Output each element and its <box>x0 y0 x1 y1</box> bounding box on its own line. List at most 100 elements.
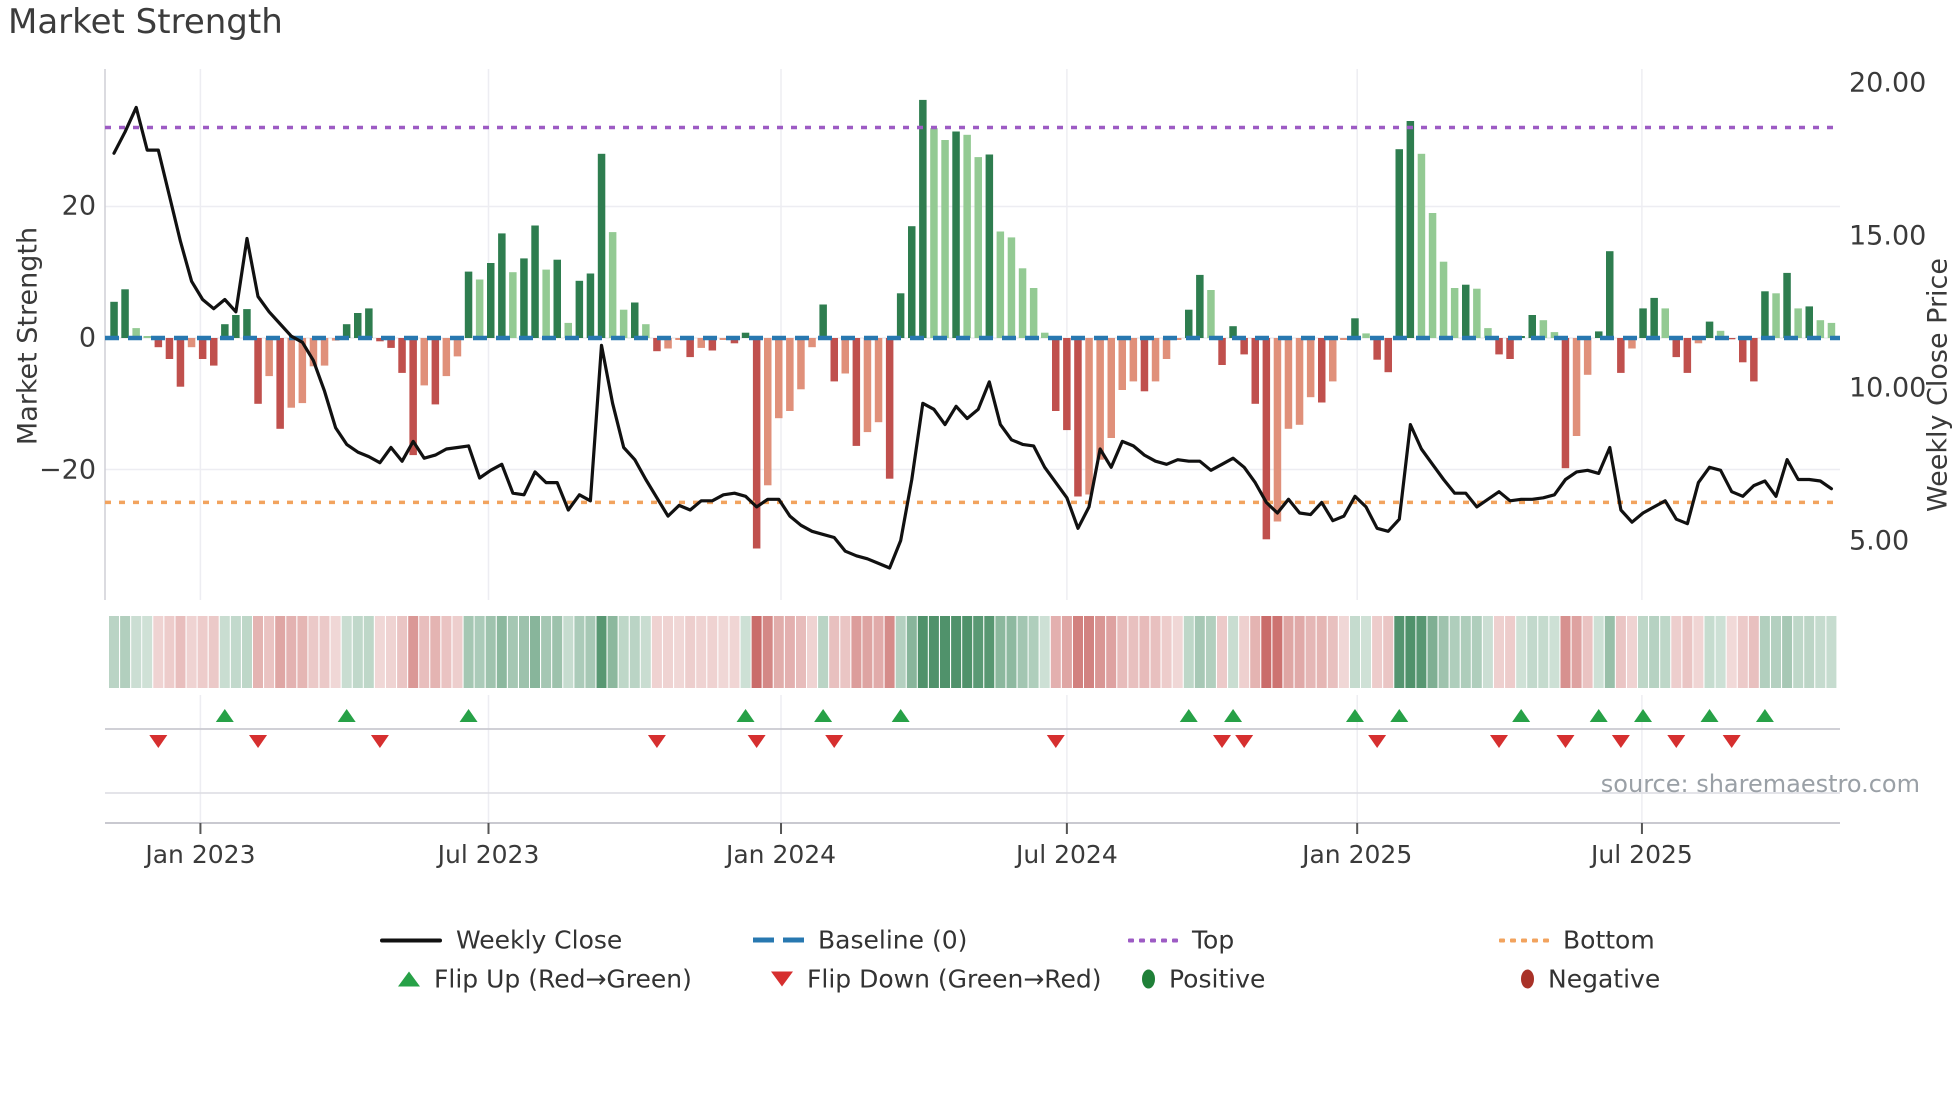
heatmap-cell <box>208 616 219 688</box>
heatmap-cell <box>1826 616 1837 688</box>
strength-bar <box>1218 338 1226 365</box>
strength-bar <box>664 338 672 349</box>
flip-up-marker <box>1224 709 1243 722</box>
heatmap-cell <box>264 616 275 688</box>
heatmap-cell <box>973 616 984 688</box>
strength-bar <box>963 134 971 338</box>
heatmap-cell <box>1361 616 1371 688</box>
heatmap-cell <box>674 616 685 688</box>
x-tick-label: Jan 2025 <box>1302 840 1413 869</box>
heatmap-cell <box>330 616 341 688</box>
flip-up-marker <box>1345 709 1364 722</box>
heatmap-cell <box>286 616 297 688</box>
strength-bar <box>254 338 262 404</box>
strength-bar <box>1761 291 1769 338</box>
heatmap-cell <box>275 616 286 688</box>
heatmap-cell <box>1050 616 1061 688</box>
flip-up-marker <box>1755 709 1774 722</box>
strength-bar <box>1384 338 1392 373</box>
heatmap-cell <box>917 616 928 688</box>
heatmap-cell <box>1427 616 1438 688</box>
legend-label-bottom: Bottom <box>1563 925 1655 955</box>
strength-bar <box>1362 333 1370 338</box>
strength-bar <box>719 338 728 340</box>
heatmap-cell <box>1172 616 1183 688</box>
heatmap-cell <box>386 616 396 688</box>
x-tick-label: Jul 2024 <box>1016 840 1118 869</box>
strength-bar <box>686 338 694 358</box>
strength-bar <box>885 338 894 479</box>
flip-down-triangle-icon <box>771 971 793 987</box>
heatmap-cell <box>463 616 474 688</box>
flip-down-marker <box>1667 735 1686 748</box>
heatmap-cell <box>142 616 153 688</box>
strength-bar <box>1417 153 1426 338</box>
strength-bar <box>1007 237 1016 338</box>
flip-up-marker <box>337 709 356 722</box>
heatmap-cell <box>1217 616 1227 688</box>
heatmap-cell <box>1405 616 1416 688</box>
strength-bar <box>896 293 905 338</box>
heatmap-cell <box>541 616 552 688</box>
heatmap-cell <box>519 616 529 688</box>
heatmap-cell <box>1128 616 1139 688</box>
strength-bar <box>1173 338 1182 340</box>
heatmap-cell <box>1316 616 1327 688</box>
strength-bar <box>1450 288 1459 338</box>
strength-bar <box>642 324 650 338</box>
heatmap-cell <box>1759 616 1770 688</box>
strength-bar <box>1251 338 1259 404</box>
weekly-close-line <box>112 105 1833 570</box>
heatmap-cell <box>762 616 773 688</box>
x-tick-label: Jul 2025 <box>1591 840 1693 869</box>
strength-bar <box>752 338 761 549</box>
strength-bar <box>1783 272 1791 338</box>
heatmap-cell <box>1338 616 1349 688</box>
heatmap-cell <box>751 616 762 688</box>
strength-bar <box>985 154 994 338</box>
legend-item-negative: Negative <box>1521 965 1660 994</box>
strength-bar <box>1185 309 1193 338</box>
legend-item-top: Top <box>1128 926 1234 955</box>
strength-bar <box>365 308 373 338</box>
heatmap-cell <box>1139 616 1150 688</box>
strength-bar <box>320 338 329 366</box>
heatmap-cell <box>718 616 729 688</box>
strength-bar <box>132 328 140 338</box>
strength-bar <box>1196 274 1204 338</box>
top-dotted-icon <box>1128 938 1178 942</box>
strength-bar <box>1284 338 1293 429</box>
heatmap-cell <box>1039 616 1050 688</box>
heatmap-cell <box>109 616 119 688</box>
strength-bar <box>741 332 750 338</box>
strength-bar <box>797 338 805 390</box>
heatmap-cell <box>862 616 873 688</box>
heatmap-cell <box>1471 616 1482 688</box>
right-axis-label: Weekly Close Price <box>1922 257 1954 513</box>
heatmap-cell <box>352 616 363 688</box>
strength-bar <box>1295 338 1304 425</box>
flip-up-marker <box>1512 709 1531 722</box>
legend-item-positive: Positive <box>1142 965 1265 994</box>
strength-bar <box>1439 261 1448 338</box>
heatmap-cell <box>951 616 962 688</box>
strength-bar <box>1583 338 1592 375</box>
heatmap-cell <box>840 616 851 688</box>
flip-up-triangle-icon <box>398 971 420 987</box>
heatmap-cell <box>829 616 840 688</box>
strength-bar <box>1661 308 1669 338</box>
strength-bar <box>1428 213 1437 338</box>
heatmap-cell <box>408 616 419 688</box>
strength-bar <box>786 338 794 411</box>
flip-down-marker <box>747 735 766 748</box>
strength-bar <box>863 338 872 433</box>
heatmap-cell <box>1006 616 1017 688</box>
strength-bar <box>1096 338 1104 460</box>
flip-up-marker <box>814 709 833 722</box>
legend-label-baseline: Baseline (0) <box>818 925 968 955</box>
heatmap-cell <box>341 616 352 688</box>
strength-bar <box>1395 149 1403 338</box>
strength-bar <box>110 301 118 338</box>
strength-bar <box>287 338 295 408</box>
